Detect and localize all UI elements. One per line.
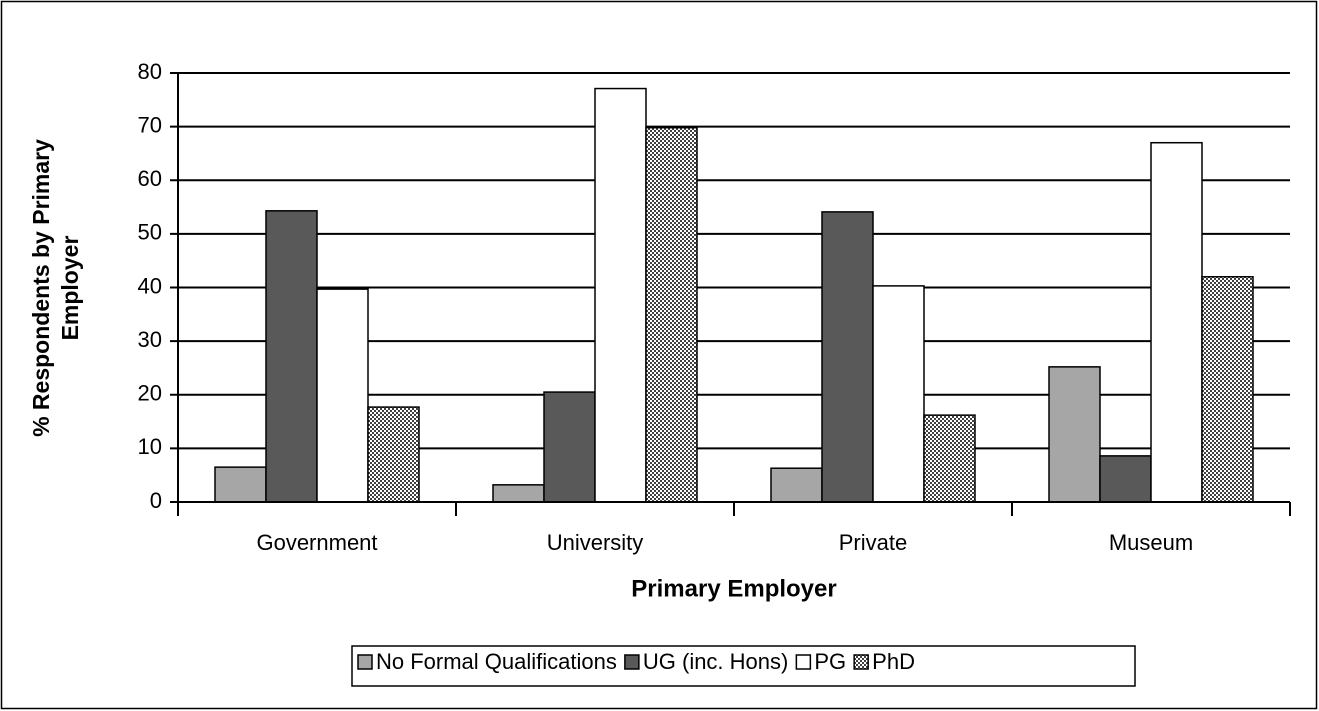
y-tick-label: 50 (138, 220, 162, 245)
bar (265, 210, 318, 503)
y-tick-label: 10 (138, 434, 162, 459)
x-axis-title: Primary Employer (631, 575, 836, 602)
x-tick-label: Museum (1109, 530, 1193, 555)
x-tick-label: Private (839, 530, 907, 555)
legend-label: PhD (872, 649, 915, 674)
y-tick-label: 70 (138, 112, 162, 137)
y-tick-label: 20 (138, 381, 162, 406)
bar (1150, 141, 1203, 503)
legend-label: UG (inc. Hons) (643, 649, 788, 674)
y-tick-label: 0 (150, 488, 162, 513)
bar (1048, 366, 1101, 503)
bar (543, 391, 596, 503)
legend-marker (624, 654, 640, 670)
y-tick-label: 80 (138, 59, 162, 84)
bar (821, 211, 874, 503)
legend-frame (351, 645, 1136, 687)
bar (770, 467, 823, 503)
bar (1099, 455, 1152, 503)
y-axis-title: % Respondents by Primary Employer (28, 139, 83, 437)
legend-marker (853, 654, 869, 670)
legend-marker (357, 654, 373, 670)
y-tick-label: 60 (138, 166, 162, 191)
x-tick-label: Government (256, 530, 377, 555)
x-tick-label: University (547, 530, 644, 555)
bar (1201, 276, 1254, 503)
bar (492, 484, 545, 503)
legend-marker (795, 654, 812, 670)
bar (594, 87, 647, 503)
y-tick-label: 30 (138, 327, 162, 352)
bar (645, 126, 698, 503)
bar (316, 288, 369, 503)
bar (367, 406, 420, 503)
y-tick-label: 40 (138, 273, 162, 298)
legend-label: PG (814, 649, 846, 674)
bar (923, 414, 976, 503)
legend-label: No Formal Qualifications (376, 649, 617, 674)
bar (214, 466, 267, 503)
bar (872, 285, 925, 503)
